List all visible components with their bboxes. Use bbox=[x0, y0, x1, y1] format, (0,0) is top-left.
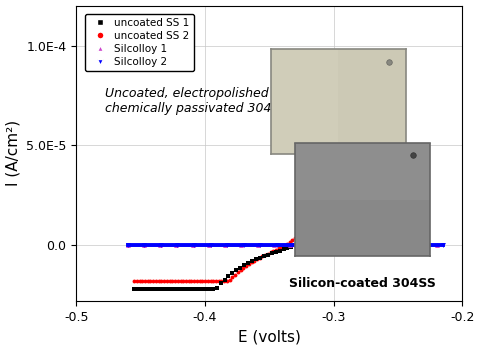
Text: Silicon-coated 304SS: Silicon-coated 304SS bbox=[288, 277, 435, 290]
Y-axis label: I (A/cm²): I (A/cm²) bbox=[6, 120, 21, 187]
Text: Uncoated, electropolished and
chemically passivated 304SS: Uncoated, electropolished and chemically… bbox=[105, 88, 296, 116]
X-axis label: E (volts): E (volts) bbox=[238, 329, 300, 344]
Legend: uncoated SS 1, uncoated SS 2, Silcolloy 1, Silcolloy 2: uncoated SS 1, uncoated SS 2, Silcolloy … bbox=[85, 14, 194, 71]
